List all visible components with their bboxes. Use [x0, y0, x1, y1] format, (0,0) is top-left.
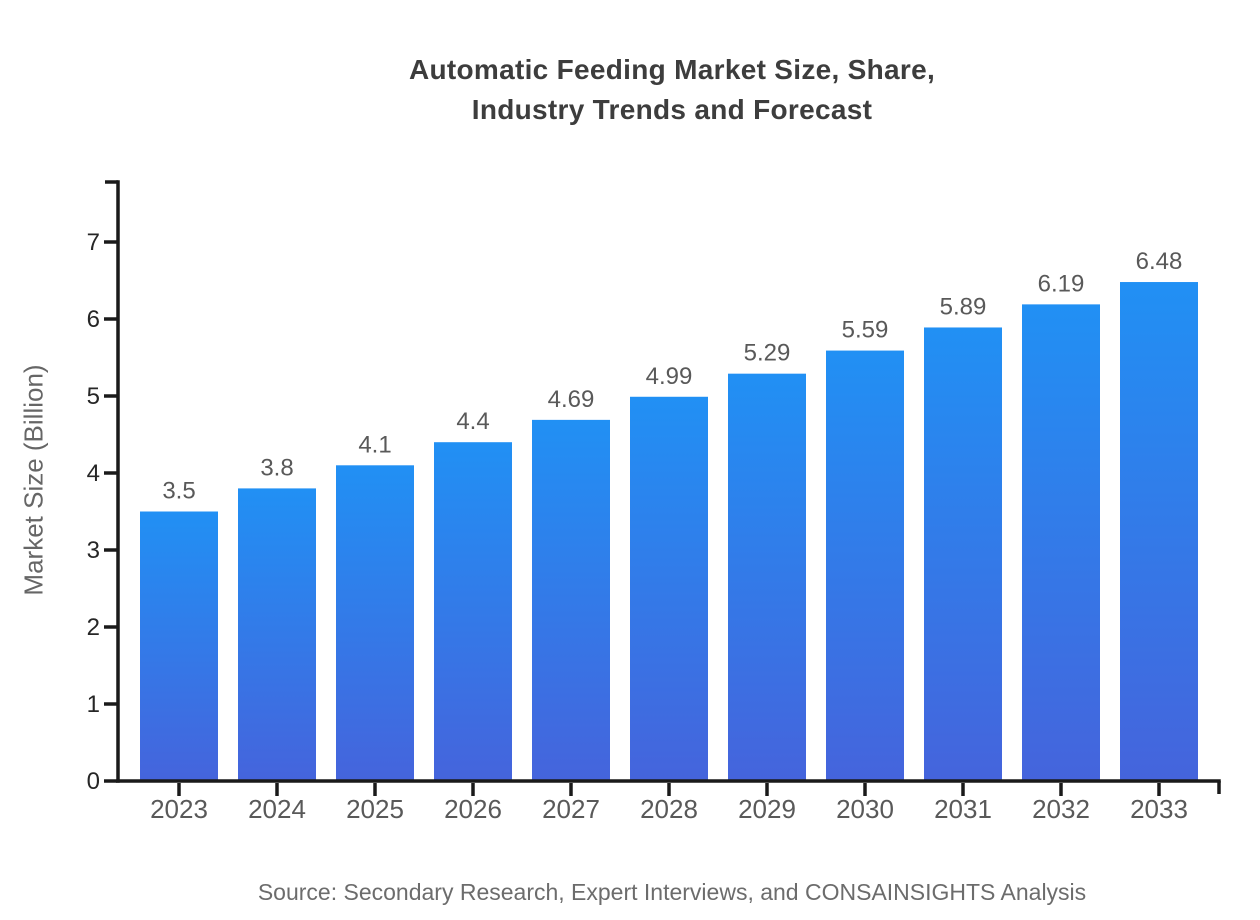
- x-tick-label: 2026: [444, 794, 502, 824]
- x-tick-label: 2030: [836, 794, 894, 824]
- bar-value-label: 4.4: [456, 408, 489, 435]
- y-tick-label: 2: [87, 614, 100, 641]
- x-tick-label: 2032: [1032, 794, 1090, 824]
- bar-value-label: 5.29: [744, 340, 791, 367]
- bar-value-label: 4.1: [358, 431, 391, 458]
- bar: [434, 442, 512, 781]
- y-tick-label: 5: [87, 383, 100, 410]
- bar: [336, 465, 414, 781]
- x-tick-label: 2029: [738, 794, 796, 824]
- bar-value-label: 3.5: [162, 478, 195, 505]
- bar-value-label: 6.48: [1136, 248, 1183, 275]
- bar: [140, 511, 218, 781]
- bar: [1022, 304, 1100, 781]
- bar-value-label: 4.69: [548, 386, 595, 413]
- chart-title-line2: Industry Trends and Forecast: [471, 94, 873, 125]
- chart-title: Automatic Feeding Market Size, Share, In…: [84, 50, 1260, 130]
- bar: [826, 350, 904, 781]
- bar: [630, 396, 708, 781]
- x-tick-label: 2028: [640, 794, 698, 824]
- y-tick-label: 0: [87, 768, 100, 795]
- y-tick-label: 3: [87, 537, 100, 564]
- source-note: Source: Secondary Research, Expert Inter…: [257, 879, 1087, 905]
- bar: [728, 373, 806, 781]
- x-tick-label: 2023: [150, 794, 208, 824]
- bar-value-label: 4.99: [646, 363, 693, 390]
- y-tick-label: 7: [87, 229, 100, 256]
- chart-title-line1: Automatic Feeding Market Size, Share,: [408, 54, 936, 85]
- y-tick-label: 4: [87, 460, 100, 487]
- x-tick-label: 2033: [1130, 794, 1188, 824]
- x-tick-label: 2031: [934, 794, 992, 824]
- y-tick-label: 6: [87, 306, 100, 333]
- x-tick-label: 2024: [248, 794, 306, 824]
- bar-value-label: 5.89: [940, 293, 987, 320]
- bar-value-label: 6.19: [1038, 270, 1085, 297]
- y-tick-label: 1: [87, 691, 100, 718]
- x-tick-label: 2027: [542, 794, 600, 824]
- bar: [924, 327, 1002, 781]
- x-tick-label: 2025: [346, 794, 404, 824]
- bar: [532, 419, 610, 781]
- bar-value-label: 5.59: [842, 317, 889, 344]
- bar: [238, 488, 316, 781]
- bar-value-label: 3.8: [260, 454, 293, 481]
- bar: [1120, 282, 1198, 781]
